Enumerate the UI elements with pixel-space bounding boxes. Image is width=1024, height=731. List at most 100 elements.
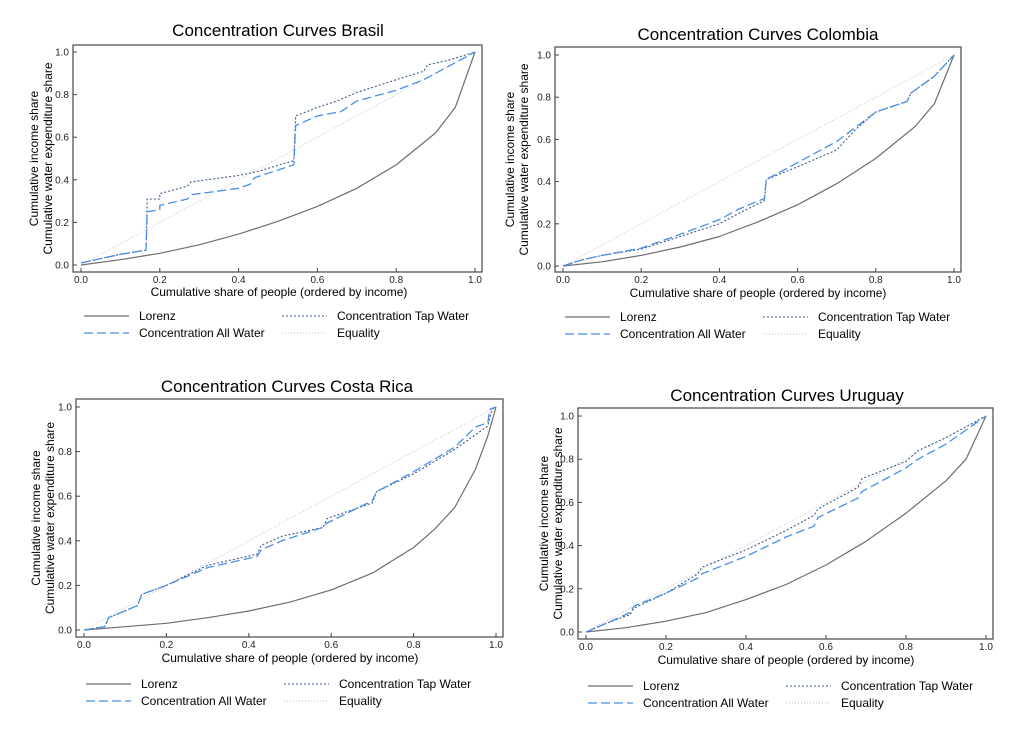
- series-line-lorenz: [80, 51, 476, 266]
- legend: Lorenz Concentration Tap Water Concentrati…: [588, 679, 973, 710]
- x-tick-label: 0.6: [324, 640, 338, 651]
- x-axis-label: Cumulative share of people (ordered by i…: [658, 653, 915, 667]
- y-tick-label: 0.6: [560, 498, 574, 509]
- y-tick-label: 0.4: [55, 175, 69, 186]
- x-tick-label: 0.8: [407, 640, 421, 651]
- y-axis-label-line2: Cumulative water expenditure share: [41, 62, 55, 254]
- x-tick-label: 0.6: [819, 642, 833, 653]
- legend-label-all-water: Concentration All Water: [643, 696, 769, 710]
- x-tick-label: 0.8: [389, 275, 403, 286]
- y-tick-label: 0.4: [58, 536, 72, 547]
- y-tick-label: 0.6: [58, 492, 72, 503]
- series-line-tap-water: [83, 406, 497, 631]
- chart-title: Concentration Curves Costa Rica: [161, 377, 414, 396]
- series-line-lorenz: [585, 415, 987, 633]
- series-line-equality: [83, 406, 497, 631]
- y-tick-label: 0.6: [537, 135, 551, 146]
- legend: Lorenz Concentration Tap Water Concentrati…: [84, 309, 469, 340]
- legend-label-equality: Equality: [337, 326, 380, 340]
- chart-title: Concentration Curves Brasil: [172, 21, 384, 40]
- chart-2: Concentration Curves Costa Rica 0.0 0.2 0.4…: [29, 377, 504, 708]
- series-line-tap-water: [80, 51, 476, 264]
- plot-frame: [75, 398, 504, 638]
- x-tick-label: 0.2: [159, 640, 173, 651]
- plot-frame: [577, 407, 994, 640]
- y-tick-label: 0.0: [537, 262, 551, 273]
- x-tick-label: 0.4: [739, 642, 753, 653]
- y-tick-label: 0.2: [55, 218, 69, 229]
- y-tick-label: 0.4: [560, 541, 574, 552]
- y-tick-label: 1.0: [58, 403, 72, 414]
- legend-label-equality: Equality: [339, 694, 382, 708]
- series-line-equality: [585, 415, 987, 633]
- chart-title: Concentration Curves Colombia: [638, 25, 879, 44]
- y-axis-label-line2: Cumulative water expenditure share: [43, 422, 57, 614]
- plot-frame: [554, 46, 962, 273]
- series-line-all-water: [562, 54, 955, 267]
- series-line-all-water: [80, 51, 476, 264]
- y-tick-label: 0.2: [58, 581, 72, 592]
- x-tick-label: 0.0: [579, 642, 593, 653]
- y-axis-label-line1: Cumulative income share: [27, 90, 41, 226]
- x-tick-label: 0.4: [232, 275, 246, 286]
- legend: Lorenz Concentration Tap Water Concentrati…: [86, 677, 471, 708]
- legend-label-tap-water: Concentration Tap Water: [841, 679, 973, 693]
- y-tick-label: 0.6: [55, 133, 69, 144]
- x-tick-label: 0.8: [899, 642, 913, 653]
- x-tick-label: 0.0: [74, 275, 88, 286]
- y-tick-label: 0.8: [55, 90, 69, 101]
- series-line-all-water: [585, 415, 987, 633]
- x-axis-label: Cumulative share of people (ordered by i…: [630, 286, 887, 300]
- x-tick-label: 0.0: [556, 275, 570, 286]
- x-tick-label: 0.2: [634, 275, 648, 286]
- x-tick-label: 1.0: [468, 275, 482, 286]
- y-axis-label-line1: Cumulative income share: [537, 455, 551, 591]
- series-line-lorenz: [83, 406, 497, 631]
- x-tick-label: 1.0: [979, 642, 993, 653]
- y-tick-label: 1.0: [55, 48, 69, 59]
- legend-label-equality: Equality: [841, 696, 884, 710]
- y-tick-label: 0.2: [537, 219, 551, 230]
- x-tick-label: 0.4: [242, 640, 256, 651]
- x-tick-label: 1.0: [947, 275, 961, 286]
- x-tick-label: 0.6: [791, 275, 805, 286]
- y-tick-label: 0.2: [560, 584, 574, 595]
- chart-0: Concentration Curves Brasil 0.0 0.2 0.4 0.6 0…: [27, 21, 483, 340]
- legend-label-tap-water: Concentration Tap Water: [818, 310, 950, 324]
- y-axis-label-line1: Cumulative income share: [503, 91, 517, 227]
- plot-frame: [72, 44, 483, 273]
- chart-3: Concentration Curves Uruguay 0.0 0.2 0.4 0.6…: [537, 386, 994, 710]
- x-tick-label: 0.4: [712, 275, 726, 286]
- y-axis-label-line2: Cumulative water expenditure share: [517, 63, 531, 255]
- legend-label-lorenz: Lorenz: [139, 309, 176, 323]
- legend-label-tap-water: Concentration Tap Water: [339, 677, 471, 691]
- y-tick-label: 0.0: [560, 628, 574, 639]
- series-line-tap-water: [585, 415, 987, 633]
- y-tick-label: 0.8: [58, 447, 72, 458]
- y-tick-label: 0.8: [537, 93, 551, 104]
- legend-label-lorenz: Lorenz: [141, 677, 178, 691]
- y-tick-label: 1.0: [537, 51, 551, 62]
- series-line-equality: [562, 54, 955, 267]
- y-tick-label: 0.4: [537, 177, 551, 188]
- legend-label-all-water: Concentration All Water: [620, 327, 746, 341]
- x-tick-label: 0.2: [153, 275, 167, 286]
- x-tick-label: 0.6: [310, 275, 324, 286]
- x-tick-label: 0.0: [77, 640, 91, 651]
- y-axis-label-line2: Cumulative water expenditure share: [551, 427, 565, 619]
- chart-1: Concentration Curves Colombia 0.0 0.2 0.4 0.…: [503, 25, 962, 341]
- series-line-equality: [80, 51, 476, 266]
- x-tick-label: 0.2: [659, 642, 673, 653]
- x-tick-label: 1.0: [489, 640, 503, 651]
- x-tick-label: 0.8: [869, 275, 883, 286]
- y-tick-label: 0.8: [560, 455, 574, 466]
- legend-label-lorenz: Lorenz: [643, 679, 680, 693]
- legend-label-lorenz: Lorenz: [620, 310, 657, 324]
- x-axis-label: Cumulative share of people (ordered by i…: [162, 651, 419, 665]
- legend-label-equality: Equality: [818, 327, 861, 341]
- y-tick-label: 0.0: [55, 261, 69, 272]
- legend-label-all-water: Concentration All Water: [139, 326, 265, 340]
- x-axis-label: Cumulative share of people (ordered by i…: [151, 285, 408, 299]
- legend-label-all-water: Concentration All Water: [141, 694, 267, 708]
